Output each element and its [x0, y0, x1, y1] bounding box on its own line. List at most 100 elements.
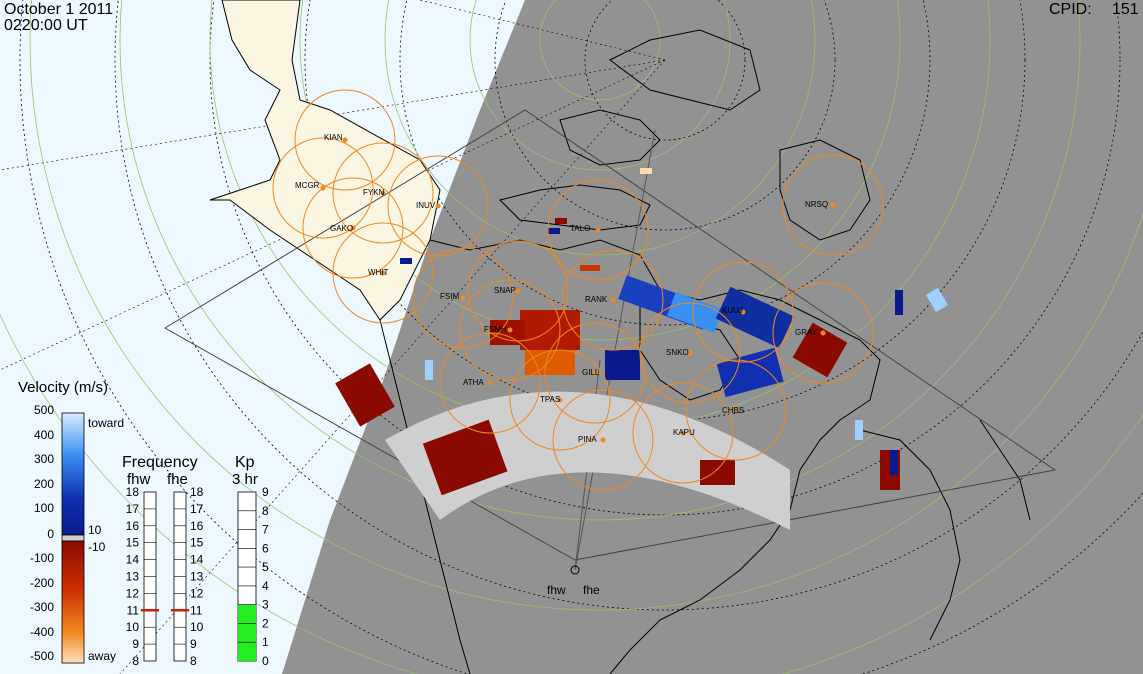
station-label-tpas: TPAS	[540, 395, 560, 404]
frequency-title: Frequency	[122, 454, 198, 471]
station-labels: KIAN MCGR FYKN GAKO INUV WHIT FSIM SNAP …	[295, 133, 828, 444]
kp-subtitle: 3 hr	[232, 471, 258, 488]
velocity-toward-label: toward	[88, 416, 124, 430]
frequency-tick-left: 16	[126, 519, 140, 533]
frequency-tick-left: 13	[126, 570, 140, 584]
velocity-threshold-positive: 10	[88, 523, 102, 537]
kp-tick: 4	[262, 579, 269, 593]
frequency-tick-right: 15	[190, 536, 204, 550]
velocity-tick: 400	[34, 428, 54, 442]
frequency-tick-right: 17	[190, 502, 204, 516]
station-label-talo: TALO	[570, 224, 590, 233]
frequency-tick-left: 14	[126, 553, 140, 567]
station-label-gray: GRAY	[795, 328, 818, 337]
cpid-value: 151	[1112, 1, 1139, 18]
velocity-tick: 500	[34, 403, 54, 417]
velocity-color-scale: Velocity (m/s) 500 400	[18, 379, 124, 664]
station-label-whit: WHIT	[368, 268, 389, 277]
kp-tick: 9	[262, 485, 269, 499]
frequency-tick-left: 9	[132, 637, 139, 651]
alaska-landmass	[209, 0, 441, 321]
station-label-gako: GAKO	[330, 224, 353, 233]
radar-label-fhe: fhe	[583, 583, 600, 597]
frequency-tick-right: 10	[190, 620, 204, 634]
kp-tick: 2	[262, 616, 269, 630]
station-label-kian: KIAN	[324, 133, 343, 142]
frequency-tick-right: 16	[190, 519, 204, 533]
kp-tick: 8	[262, 504, 269, 518]
velocity-tick: 200	[34, 477, 54, 491]
velocity-ground-scatter-swatch	[61, 534, 85, 542]
velocity-away-bar	[61, 540, 85, 664]
station-label-rank: RANK	[585, 295, 608, 304]
station-label-kuuj: KUUJ	[722, 306, 743, 315]
frequency-tick-right: 13	[190, 570, 204, 584]
station-label-gill: GILL	[582, 368, 600, 377]
station-label-snko: SNKO	[666, 348, 689, 357]
kp-ticks: 9 8 7 6 5 4 3 2 1 0	[262, 485, 269, 668]
station-label-inuv: INUV	[416, 201, 436, 210]
frequency-tick-left: 11	[127, 603, 140, 617]
station-label-kapu: KAPU	[673, 428, 695, 437]
velocity-tick: -300	[30, 600, 54, 614]
frequency-tick-left: 10	[126, 620, 140, 634]
velocity-tick: 300	[34, 452, 54, 466]
frequency-tick-left: 17	[126, 502, 140, 516]
frequency-panel: Frequency fhw fhe 18 18 17 17 16 16 15 15 14 14 13…	[122, 454, 204, 668]
station-label-snap: SNAP	[494, 286, 516, 295]
frequency-tick-left: 8	[132, 654, 139, 668]
date-label: October 1 2011	[4, 1, 114, 18]
station-markers	[320, 137, 836, 443]
frequency-tick-right: 9	[190, 637, 197, 651]
kp-tick: 0	[262, 654, 269, 668]
station-label-pina: PINA	[578, 435, 597, 444]
station-label-fsim: FSIM	[440, 292, 459, 301]
frequency-tick-left: 12	[126, 586, 140, 600]
kp-tick: 1	[262, 635, 269, 649]
velocity-tick: -500	[30, 649, 54, 663]
time-label: 0220:00 UT	[4, 17, 88, 34]
velocity-scale-title: Velocity (m/s)	[18, 379, 108, 396]
frequency-radar-right: fhe	[167, 471, 188, 488]
frequency-tick-right: 8	[190, 654, 197, 668]
velocity-tick: 100	[34, 501, 54, 515]
station-label-fsmh: FSMH	[484, 325, 507, 334]
velocity-toward-bar	[61, 412, 85, 536]
radar-label-fhw: fhw	[547, 583, 566, 597]
frequency-ticks: 18 18 17 17 16 16 15 15 14 14 13 13 12 12 11 11 10 10 9 9 8 8	[126, 485, 204, 668]
velocity-threshold-negative: -10	[88, 540, 106, 554]
night-side-region	[282, 0, 1143, 674]
radar-site-marker	[570, 565, 580, 575]
velocity-tick: -200	[30, 576, 54, 590]
kp-tick: 7	[262, 523, 269, 537]
kp-tick: 3	[262, 598, 269, 612]
kp-title: Kp	[235, 454, 255, 471]
frequency-tick-right: 12	[190, 586, 204, 600]
kp-tick: 5	[262, 560, 269, 574]
frequency-tick-right: 18	[190, 485, 204, 499]
radar-site: fhw fhe	[547, 565, 600, 597]
velocity-tick: -100	[30, 551, 54, 565]
velocity-away-label: away	[88, 649, 116, 663]
velocity-tick: 0	[47, 527, 54, 541]
frequency-tick-left: 18	[126, 485, 140, 499]
frequency-tick-right: 14	[190, 553, 204, 567]
frequency-bars	[141, 491, 189, 662]
frequency-tick-left: 15	[126, 536, 140, 550]
radar-range-rings	[272, 89, 884, 491]
station-label-chbs: CHBS	[722, 406, 744, 415]
frequency-tick-right: 11	[190, 603, 203, 617]
kp-panel: Kp 3 hr 9 8 7 6 5 4 3 2 1 0	[232, 454, 269, 668]
station-label-atha: ATHA	[463, 378, 484, 387]
cpid-label: CPID:	[1049, 1, 1092, 18]
velocity-tick: -400	[30, 625, 54, 639]
station-label-mcgr: MCGR	[295, 181, 320, 190]
kp-tick: 6	[262, 541, 269, 555]
kp-bar	[237, 491, 257, 662]
station-label-fykn: FYKN	[363, 188, 385, 197]
station-label-nrsq: NRSQ	[805, 200, 828, 209]
kp-value-fill	[238, 604, 256, 661]
frequency-radar-left: fhw	[127, 471, 151, 488]
